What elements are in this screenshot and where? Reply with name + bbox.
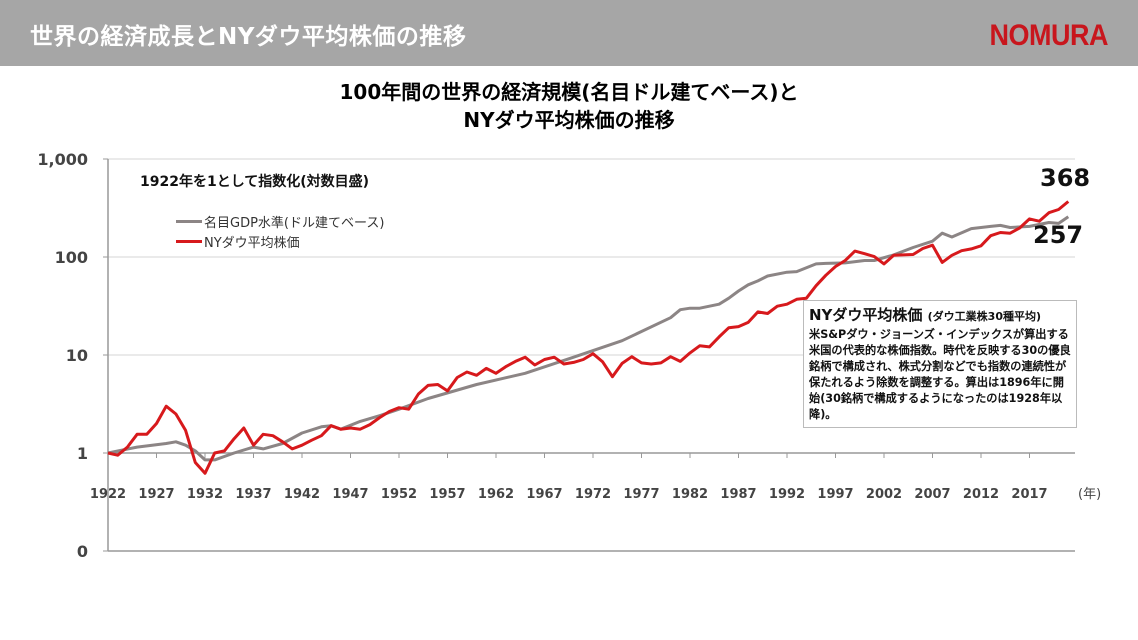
legend-item-gdp: 名目GDP水準(ドル建てベース) [176,212,384,231]
x-tick-label: 2012 [963,487,999,502]
gdp-end-label: 257 [1033,221,1084,249]
x-tick-label: 1977 [623,487,659,502]
x-tick-label: 1957 [429,487,465,502]
x-tick-label: 1962 [478,487,514,502]
series-line-dow [107,200,1070,475]
x-tick-label: 1997 [817,487,853,502]
x-tick-label: 1947 [332,487,368,502]
x-tick-label: 1927 [138,487,174,502]
annotation-title-text: NYダウ平均株価 [809,306,923,324]
x-tick-label: 2007 [914,487,950,502]
header-bar: 世界の経済成長とNYダウ平均株価の推移 NOMURA [0,0,1138,66]
legend-swatch-dow [176,240,202,243]
x-tick-label: 1952 [381,487,417,502]
page-title: 世界の経済成長とNYダウ平均株価の推移 [30,24,467,50]
x-tick-label: 1942 [284,487,320,502]
y-tick-label: 0 [77,542,88,561]
series-line-gdp [107,215,1070,462]
legend-item-dow: NYダウ平均株価 [176,232,300,251]
legend-label-dow: NYダウ平均株価 [204,236,300,251]
y-tick-label: 1,000 [37,150,88,169]
x-tick-label: 1987 [720,487,756,502]
x-tick-label: 1967 [526,487,562,502]
chart-note: 1922年を1として指数化(対数目盛) [140,174,370,190]
annotation-body: 米S&Pダウ・ジョーンズ・インデックスが算出する米国の代表的な株価指数。時代を反… [809,328,1071,421]
x-tick-label: 2002 [866,487,902,502]
annotation-box: NYダウ平均株価 (ダウ工業株30種平均) 米S&Pダウ・ジョーンズ・インデック… [803,300,1077,428]
chart-title-line-2: NYダウ平均株価の推移 [463,108,675,132]
y-tick-label: 1 [77,444,88,463]
legend-swatch-gdp [176,220,202,223]
annotation-subtitle: (ダウ工業株30種平均) [927,310,1042,323]
x-tick-label: 2017 [1011,487,1047,502]
y-tick-label: 10 [66,346,88,365]
x-tick-label: 1937 [235,487,271,502]
x-tick-label: 1932 [187,487,223,502]
legend-label-gdp: 名目GDP水準(ドル建てベース) [204,216,385,231]
nomura-logo: NOMURA [989,18,1109,52]
dow-end-label: 368 [1040,164,1091,192]
y-tick-label: 100 [55,248,88,267]
chart-title-line-1: 100年間の世界の経済規模(名目ドル建てベース)と [339,80,799,104]
x-tick-label: 1982 [672,487,708,502]
x-tick-label: 1992 [769,487,805,502]
x-tick-label: 1972 [575,487,611,502]
annotation-title: NYダウ平均株価 (ダウ工業株30種平均) [809,304,1071,325]
x-axis-label: (年) [1078,487,1101,502]
x-tick-label: 1922 [90,487,126,502]
